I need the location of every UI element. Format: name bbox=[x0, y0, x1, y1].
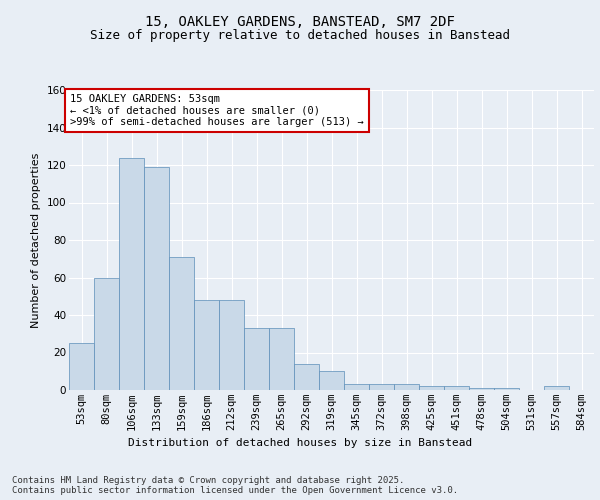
Text: Contains HM Land Registry data © Crown copyright and database right 2025.
Contai: Contains HM Land Registry data © Crown c… bbox=[12, 476, 458, 495]
Bar bbox=[419, 386, 444, 390]
Bar bbox=[194, 300, 219, 390]
Bar bbox=[144, 167, 169, 390]
Bar bbox=[219, 300, 244, 390]
Bar bbox=[119, 158, 144, 390]
Bar bbox=[244, 328, 269, 390]
Bar bbox=[369, 384, 394, 390]
Bar bbox=[269, 328, 294, 390]
Text: Size of property relative to detached houses in Banstead: Size of property relative to detached ho… bbox=[90, 28, 510, 42]
Text: Distribution of detached houses by size in Banstead: Distribution of detached houses by size … bbox=[128, 438, 472, 448]
Bar bbox=[94, 278, 119, 390]
Bar bbox=[69, 343, 94, 390]
Bar bbox=[544, 386, 569, 390]
Y-axis label: Number of detached properties: Number of detached properties bbox=[31, 152, 41, 328]
Bar bbox=[169, 257, 194, 390]
Text: 15 OAKLEY GARDENS: 53sqm
← <1% of detached houses are smaller (0)
>99% of semi-d: 15 OAKLEY GARDENS: 53sqm ← <1% of detach… bbox=[70, 94, 364, 127]
Text: 15, OAKLEY GARDENS, BANSTEAD, SM7 2DF: 15, OAKLEY GARDENS, BANSTEAD, SM7 2DF bbox=[145, 16, 455, 30]
Bar bbox=[344, 384, 369, 390]
Bar bbox=[444, 386, 469, 390]
Bar bbox=[394, 384, 419, 390]
Bar bbox=[494, 388, 519, 390]
Bar bbox=[469, 388, 494, 390]
Bar bbox=[319, 371, 344, 390]
Bar bbox=[294, 364, 319, 390]
